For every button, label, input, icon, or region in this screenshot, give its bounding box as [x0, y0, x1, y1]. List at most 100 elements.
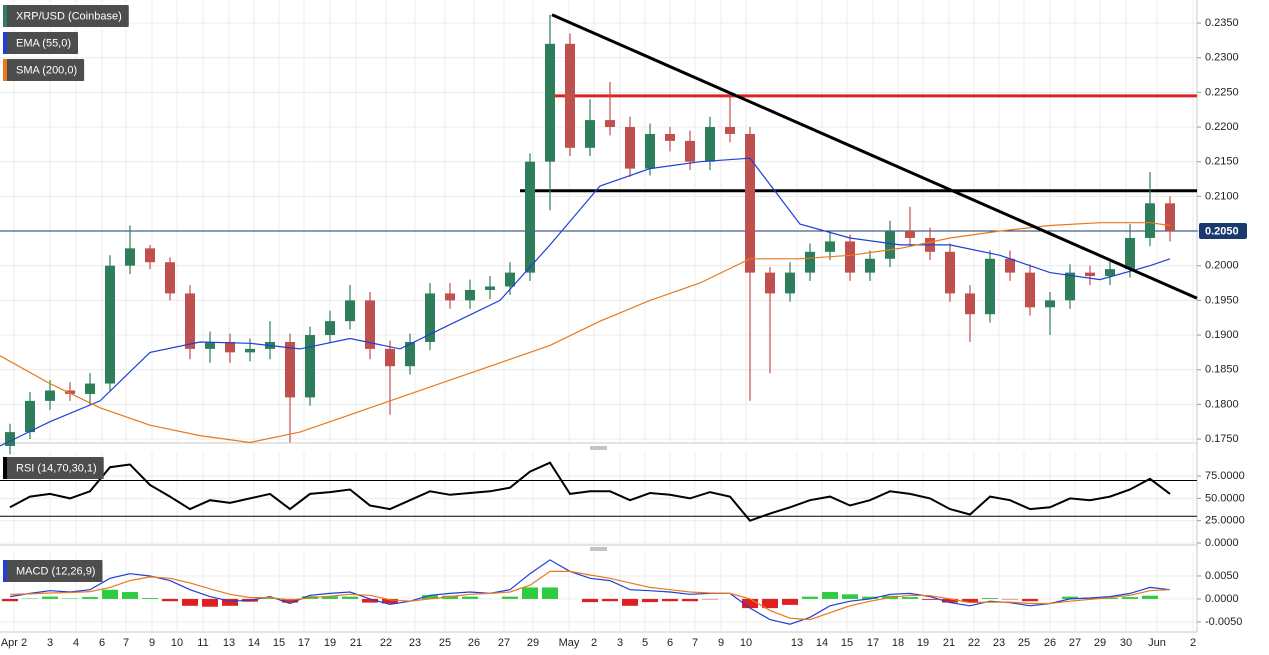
histogram-bar [282, 598, 298, 603]
x-tick-label: 29 [527, 637, 539, 649]
candle-body [525, 161, 535, 273]
candle-body [1145, 203, 1155, 238]
legend-swatch [3, 32, 7, 54]
y-tick-label: 0.1850 [1205, 364, 1239, 376]
legend-box [3, 5, 129, 27]
x-tick-label: 19 [917, 637, 929, 649]
x-tick-label: 23 [993, 637, 1005, 649]
histogram-bar [1122, 597, 1138, 599]
y-tick-label: 0.0000 [1205, 593, 1239, 605]
x-tick-label: 13 [791, 637, 803, 649]
x-tick-label: 27 [1069, 637, 1081, 649]
histogram-bar [1022, 598, 1038, 602]
candle-body [425, 293, 435, 342]
histogram-bar [1102, 598, 1118, 599]
legend-swatch [3, 5, 7, 27]
candle-body [585, 120, 595, 148]
x-tick-label: 17 [867, 637, 879, 649]
candle-body [405, 341, 415, 367]
rsi-line [9, 461, 1171, 522]
candle-body [765, 272, 775, 294]
y-tick-label: 50.0000 [1205, 492, 1245, 504]
histogram-bar [822, 592, 838, 599]
histogram-bar [662, 598, 678, 602]
x-tick-label: 30 [1120, 637, 1132, 649]
x-tick-label: 7 [123, 637, 129, 649]
histogram-bar [742, 598, 758, 609]
x-tick-label: 22 [968, 637, 980, 649]
candle-body [1005, 258, 1015, 273]
x-tick-label: 4 [73, 637, 79, 649]
legend-box [3, 59, 85, 81]
candle-body [965, 293, 975, 315]
histogram-bar [42, 596, 58, 599]
candle-body [825, 241, 835, 252]
candle-body [145, 248, 155, 263]
legend-label: RSI (14,70,30,1) [16, 462, 97, 474]
y-tick-label: 0.0000 [1205, 537, 1239, 549]
histogram-bar [2, 598, 18, 602]
x-tick-label: 22 [380, 637, 392, 649]
x-tick-label: 2 [591, 637, 597, 649]
legend-swatch [3, 59, 7, 81]
candle-body [645, 133, 655, 169]
trendline [551, 13, 1198, 300]
x-tick-label: Apr 2 [1, 637, 27, 649]
legend-box [3, 560, 103, 582]
candle-body [1165, 203, 1175, 232]
legend-box [3, 457, 104, 479]
histogram-bar [382, 598, 398, 604]
histogram-bar [762, 598, 778, 609]
candle-body [725, 127, 735, 134]
last-price-label: 0.2050 [1205, 225, 1239, 237]
candle-body [1105, 269, 1115, 277]
histogram-bar [422, 595, 438, 599]
candle-body [205, 341, 215, 349]
candle-body [785, 272, 795, 294]
candle-body [1045, 300, 1055, 308]
histogram-bar [542, 587, 558, 599]
x-tick-label: 9 [718, 637, 724, 649]
x-tick-label: May [559, 637, 580, 649]
last-price-box [1199, 223, 1247, 240]
histogram-bar [442, 595, 458, 599]
y-tick-label: 0.2300 [1205, 52, 1239, 64]
candle-body [225, 341, 235, 353]
x-tick-label: 10 [740, 637, 752, 649]
resize-handle[interactable] [590, 446, 607, 551]
x-tick-label: 6 [667, 637, 673, 649]
histogram-bar [602, 598, 618, 602]
histogram-bar [222, 598, 238, 606]
histogram-bar [582, 598, 598, 603]
y-tick-label: 0.1900 [1205, 329, 1239, 341]
histogram-bar [962, 598, 978, 603]
histogram-bar [642, 598, 658, 603]
candle-body [685, 140, 695, 162]
histogram-bar [522, 587, 538, 599]
legend-item: RSI (14,70,30,1) [3, 457, 104, 479]
candle-body [305, 335, 315, 398]
x-tick-label: 10 [171, 637, 183, 649]
candle-body [1125, 237, 1135, 270]
histogram-bar [1142, 595, 1158, 599]
candle-body [185, 293, 195, 349]
x-tick-label: 13 [223, 637, 235, 649]
y-tick-label: 25.0000 [1205, 515, 1245, 527]
legend-item: EMA (55,0) [3, 32, 79, 54]
histogram-bar [982, 598, 998, 599]
candle-body [365, 300, 375, 349]
x-tick-label: 25 [439, 637, 451, 649]
candle-body [625, 127, 635, 169]
histogram-bar [1062, 596, 1078, 599]
histogram-bar [262, 598, 278, 599]
candle-body [325, 321, 335, 336]
y-tick-label: 0.2250 [1205, 86, 1239, 98]
candle-body [345, 300, 355, 322]
x-tick-label: 18 [892, 637, 904, 649]
histogram-bar [102, 589, 118, 599]
legend-swatch [3, 457, 7, 479]
histogram-bar [842, 594, 858, 599]
y-tick-label: -0.0050 [1205, 616, 1242, 628]
histogram-bar [502, 596, 518, 599]
